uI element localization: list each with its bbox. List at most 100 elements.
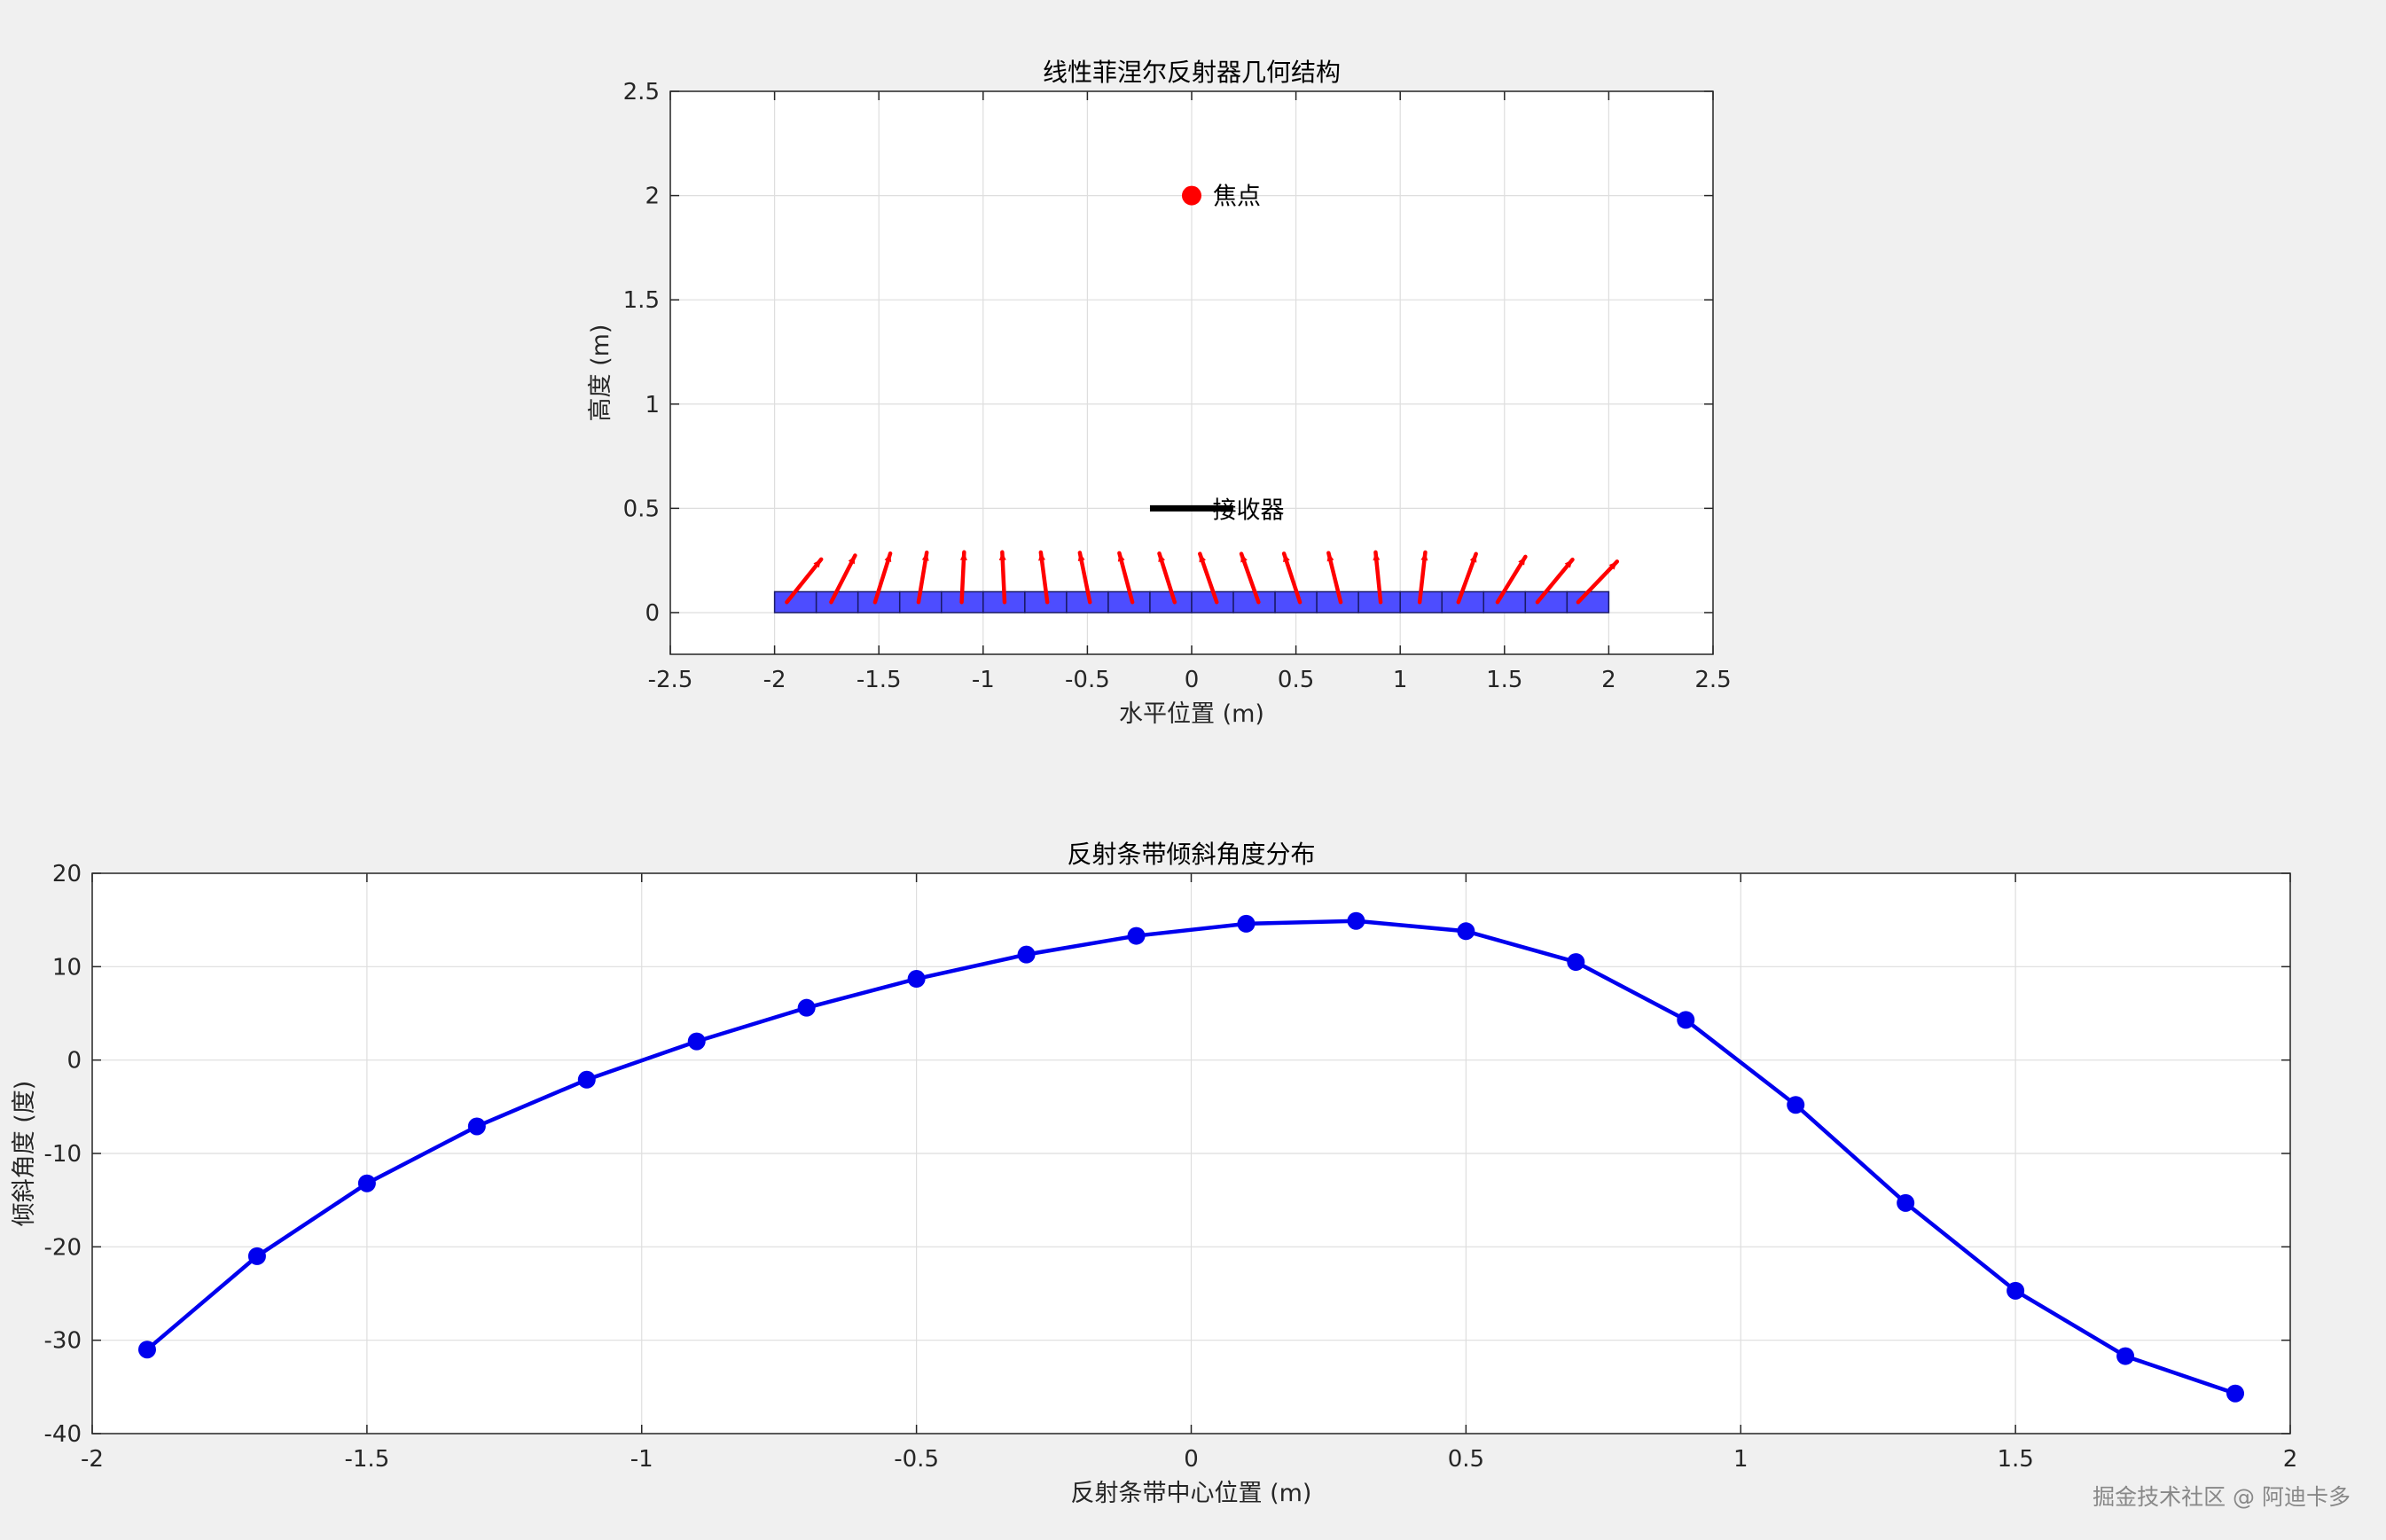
tilt-y-tick-label: 10: [52, 954, 82, 981]
tilt-data-point: [137, 1341, 156, 1359]
mirror-segment: [1524, 590, 1569, 614]
tilt-y-tick-label: -40: [44, 1421, 82, 1448]
tilt-data-point: [1677, 1011, 1695, 1029]
geometry-x-tick-label: -2.5: [648, 667, 693, 693]
normal-arrow: [1373, 550, 1383, 605]
tilt-x-tick-label: 2: [2283, 1446, 2298, 1473]
normal-arrowhead: [1158, 553, 1166, 563]
normal-arrowhead: [1038, 552, 1045, 561]
geometry-x-tick-label: 1.5: [1486, 667, 1522, 693]
normal-arrow: [1038, 550, 1050, 605]
mirror-segment: [1482, 590, 1527, 614]
normal-arrowhead: [1420, 551, 1428, 561]
geometry-y-tick-label: 2.5: [623, 79, 660, 106]
geometry-x-tick-label: 2.5: [1694, 667, 1731, 693]
tilt-data-point: [1017, 945, 1036, 964]
geometry-x-tick-label: 2: [1601, 667, 1616, 693]
geometry-x-tick-label: 0: [1185, 667, 1200, 693]
normal-arrowhead: [1240, 553, 1248, 563]
tilt-y-tick-label: -10: [44, 1141, 82, 1168]
geometry-chart-title: 线性菲涅尔反射器几何结构: [1043, 58, 1341, 87]
normal-arrowhead: [921, 552, 929, 561]
tilt-data-point: [797, 998, 816, 1017]
normal-arrowhead: [1077, 552, 1085, 562]
normal-arrowhead: [1373, 551, 1381, 561]
normal-arrow: [959, 550, 966, 605]
geometry-y-tick-label: 1: [645, 392, 660, 418]
normal-arrow: [1198, 551, 1219, 605]
normal-arrowhead: [1518, 556, 1526, 566]
normal-arrow: [829, 553, 857, 605]
geometry-x-tick-label: 1: [1393, 667, 1408, 693]
normal-arrow: [1077, 551, 1092, 605]
tilt-data-point: [687, 1032, 706, 1051]
normal-arrow: [1239, 551, 1261, 605]
tilt-chart-title: 反射条带倾斜角度分布: [1067, 840, 1315, 869]
tilt-angle-chart: -2 -1.5 -1 -0.5 0 0.5 1 1.5 2 -40 -30 -20 -10 0 10 20 反…: [11, 840, 2297, 1507]
geometry-y-tick-label: 1.5: [623, 287, 660, 314]
normal-arrow: [916, 550, 929, 605]
tilt-x-tick-label: -2: [81, 1446, 104, 1473]
geometry-y-tick-label: 0: [645, 600, 660, 627]
normal-arrow: [1576, 559, 1620, 605]
tilt-data-point: [1457, 922, 1475, 941]
tilt-data-point: [577, 1070, 596, 1089]
normal-arrowhead: [1283, 553, 1290, 563]
tilt-data-point: [2116, 1347, 2135, 1365]
tilt-data-point: [1567, 953, 1585, 972]
geometry-x-axis-label: 水平位置 (m): [1119, 700, 1264, 728]
geometry-x-tick-label: -2: [763, 667, 786, 693]
tilt-x-tick-label: -1.5: [345, 1446, 390, 1473]
geometry-chart: -2.5 -2 -1.5 -1 -0.5 0 0.5 1 1.5 2 2.5 0 0.5 1 1.5 2 2.5…: [587, 58, 1732, 728]
tilt-data-point: [907, 970, 926, 989]
normal-arrow: [1495, 554, 1528, 605]
mirror-segment: [773, 590, 817, 614]
normal-arrowhead: [1117, 552, 1125, 562]
tilt-y-tick-label: -30: [44, 1328, 82, 1355]
normal-arrow: [1281, 551, 1303, 605]
tilt-series-line: [145, 919, 2236, 1395]
tilt-x-tick-label: 1: [1733, 1446, 1748, 1473]
tilt-x-axis-label: 反射条带中心位置 (m): [1071, 1480, 1312, 1507]
tilt-x-tick-label: -0.5: [894, 1446, 939, 1473]
normal-arrowhead: [959, 551, 967, 560]
tilt-plot-frame: [91, 872, 2291, 1434]
geometry-y-tick-label: 2: [645, 184, 660, 210]
tilt-data-point: [2007, 1281, 2025, 1300]
tilt-data-point: [1237, 914, 1256, 933]
tilt-y-tick-label: 20: [52, 861, 82, 887]
tilt-data-point: [2226, 1384, 2245, 1403]
geometry-plot-frame: [669, 90, 1714, 655]
tilt-data-point: [1787, 1096, 1805, 1114]
tilt-y-axis-label: 倾斜角度 (度): [11, 1081, 38, 1227]
normal-arrow: [1417, 550, 1428, 605]
normal-arrow: [785, 557, 824, 605]
geometry-y-tick-label: 0.5: [623, 496, 660, 522]
normal-arrow: [1456, 551, 1478, 605]
tilt-data-point: [467, 1117, 486, 1136]
geometry-x-tick-label: -1.5: [857, 667, 902, 693]
normal-arrowhead: [998, 551, 1006, 560]
focus-label: 焦点: [1213, 184, 1261, 211]
geometry-x-tick-label: -1: [972, 667, 995, 693]
normal-arrowhead: [848, 555, 856, 565]
tilt-x-tick-label: -1: [630, 1446, 653, 1473]
normal-arrow: [1117, 551, 1135, 605]
normal-arrowhead: [1326, 552, 1334, 562]
tilt-data-point: [247, 1247, 266, 1265]
tilt-y-tick-label: 0: [66, 1048, 82, 1075]
geometry-x-tick-label: -0.5: [1065, 667, 1110, 693]
normal-arrowhead: [1199, 553, 1207, 563]
mirror-segment: [815, 590, 859, 614]
geometry-x-tick-label: 0.5: [1278, 667, 1314, 693]
normal-arrowhead: [884, 553, 892, 563]
tilt-x-tick-label: 1.5: [1997, 1446, 2033, 1473]
normal-arrow: [1326, 551, 1343, 605]
normal-arrow: [1000, 550, 1007, 605]
normal-arrowhead: [1608, 561, 1617, 570]
normal-arrowhead: [1469, 553, 1477, 563]
tilt-data-point: [1127, 926, 1146, 945]
focus-point: [1182, 185, 1201, 206]
